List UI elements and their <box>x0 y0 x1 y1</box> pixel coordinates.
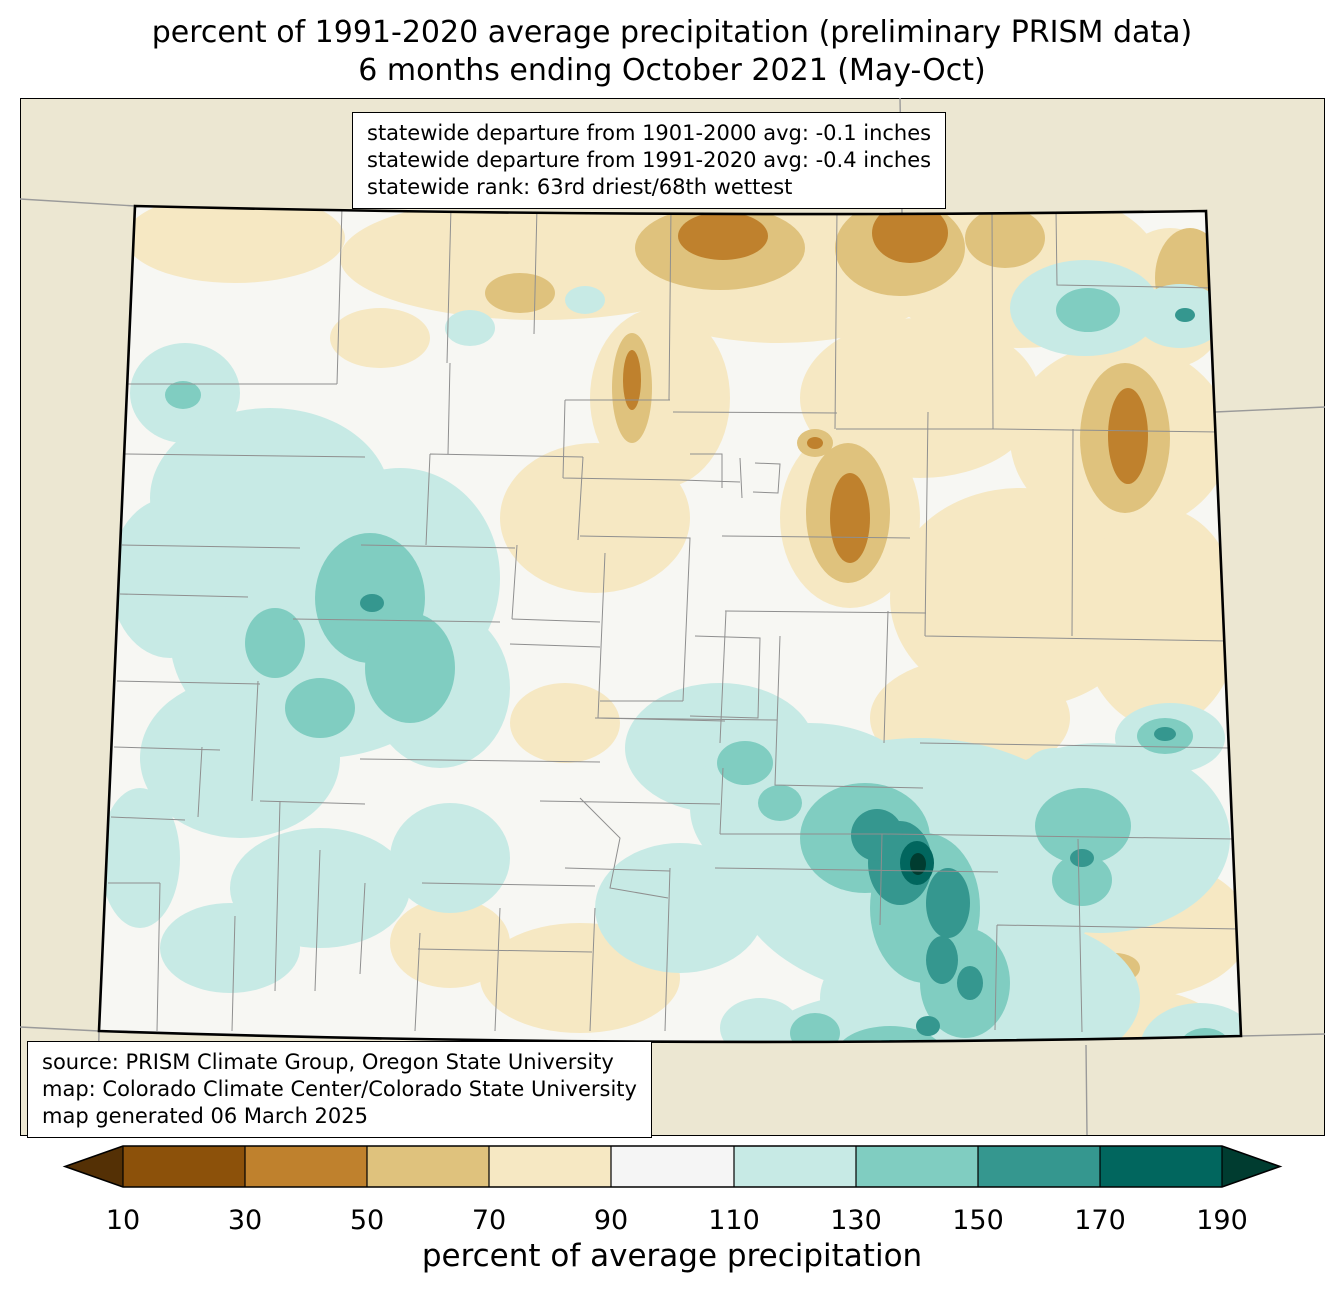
title-line-2: 6 months ending October 2021 (May-Oct) <box>358 53 986 88</box>
colorbar-outline <box>62 1145 1283 1188</box>
colorbar-tick-label: 30 <box>228 1205 262 1236</box>
colorbar-right-arrow <box>1222 1146 1280 1187</box>
map-area <box>19 97 1326 1137</box>
colorbar-tick-label: 190 <box>1196 1205 1248 1236</box>
colorbar-tick-label: 70 <box>472 1205 506 1236</box>
colorbar-segment-170-190 <box>1100 1146 1222 1187</box>
source-line-3: map generated 06 March 2025 <box>42 1104 369 1128</box>
colorbar-tick-label: 170 <box>1074 1205 1126 1236</box>
contour-70-90 <box>125 206 1241 1042</box>
colorbar-tick-label: 130 <box>830 1205 882 1236</box>
colorado-border <box>97 204 1243 1044</box>
colorbar-segment-130-150 <box>856 1146 978 1187</box>
contour-gt-190 <box>910 853 926 875</box>
colorbar-tick-label: 50 <box>350 1205 384 1236</box>
source-line-1: source: PRISM Climate Group, Oregon Stat… <box>42 1050 614 1074</box>
colorbar-dividers <box>122 1146 1223 1187</box>
colorbar-tick-label: 150 <box>952 1205 1004 1236</box>
colorbar-caption: percent of average precipitation <box>421 1238 923 1274</box>
colorbar-tick-label: 110 <box>708 1205 760 1236</box>
stats-box: statewide departure from 1901-2000 avg: … <box>352 112 947 209</box>
colorbar-tick-label: 90 <box>594 1205 628 1236</box>
colorbar-left-arrow <box>65 1146 123 1187</box>
colorado-map <box>19 97 1326 1137</box>
page-title: percent of 1991-2020 average precipitati… <box>0 14 1344 90</box>
colorbar-segment-70-90 <box>489 1146 611 1187</box>
stats-line-3: statewide rank: 63rd driest/68th wettest <box>367 175 793 199</box>
colorbar-tick-label: 10 <box>106 1205 140 1236</box>
county-lines <box>108 206 1241 1033</box>
contour-30-50 <box>623 206 1148 974</box>
colorbar-segment-50-70 <box>367 1146 489 1187</box>
colorbar-segment-150-170 <box>978 1146 1100 1187</box>
colorbar-segment-110-130 <box>734 1146 856 1187</box>
title-line-1: percent of 1991-2020 average precipitati… <box>151 15 1193 50</box>
colorbar-segment-90-110 <box>611 1146 734 1187</box>
source-box: source: PRISM Climate Group, Oregon Stat… <box>27 1041 652 1138</box>
source-line-2: map: Colorado Climate Center/Colorado St… <box>42 1077 637 1101</box>
colorbar-segment-10-30 <box>123 1146 245 1187</box>
colorbar-segment-30-50 <box>245 1146 367 1187</box>
stats-line-2: statewide departure from 1991-2020 avg: … <box>367 148 932 172</box>
colorbar: 10 30 50 70 90 110 130 150 170 190 <box>62 1145 1283 1236</box>
stats-line-1: statewide departure from 1901-2000 avg: … <box>367 121 932 145</box>
